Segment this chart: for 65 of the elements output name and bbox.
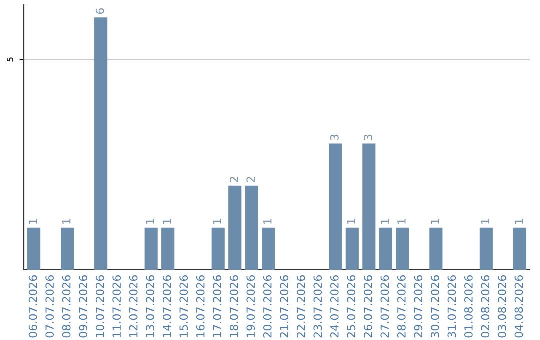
bar <box>430 228 443 270</box>
data-label: 1 <box>62 219 71 224</box>
x-tick-label: 23.07.2026 <box>314 276 322 338</box>
data-label: 1 <box>146 219 154 224</box>
x-tick-label: 29.07.2026 <box>414 276 423 338</box>
data-label: 1 <box>29 219 38 224</box>
x-tick-label: 31.07.2026 <box>448 276 456 338</box>
x-tick-label: 22.07.2026 <box>296 276 306 338</box>
data-label: 1 <box>380 219 389 224</box>
bar <box>480 228 493 270</box>
bar <box>94 18 108 270</box>
x-tick-label: 15.07.2026 <box>180 276 188 338</box>
bar <box>362 144 376 270</box>
x-tick-label: 12.07.2026 <box>129 276 138 338</box>
bar <box>28 228 41 270</box>
x-tick-label: 13.07.2026 <box>146 276 155 338</box>
x-tick-label: 28.07.2026 <box>397 276 406 338</box>
x-tick-label: 26.07.2026 <box>364 276 372 338</box>
x-tick-label: 20.07.2026 <box>263 276 272 338</box>
x-tick-label: 08.07.2026 <box>62 276 71 338</box>
bar <box>262 228 276 270</box>
x-tick-label: 30.07.2026 <box>430 276 440 338</box>
x-tick-label: 04.08.2026 <box>514 276 524 338</box>
x-tick-label: 21.07.2026 <box>280 276 289 338</box>
bar <box>144 228 158 270</box>
bar <box>245 186 258 270</box>
x-tick-label: 03.08.2026 <box>498 276 506 338</box>
data-label: 1 <box>347 219 356 224</box>
bar <box>513 228 526 270</box>
data-label: 3 <box>364 134 372 140</box>
bar <box>162 228 175 270</box>
x-tick-label: 06.07.2026 <box>28 276 38 338</box>
bar <box>61 228 74 270</box>
bar <box>329 144 342 270</box>
x-tick-label: 14.07.2026 <box>162 276 172 338</box>
data-label: 1 <box>514 219 524 224</box>
data-label: 3 <box>330 134 339 140</box>
bar <box>212 228 225 270</box>
data-label: 1 <box>481 219 490 224</box>
data-label: 1 <box>163 219 172 224</box>
x-tick-label: 27.07.2026 <box>380 276 390 338</box>
bar <box>379 228 392 270</box>
y-tick-label: 5 <box>7 58 14 62</box>
data-label: 2 <box>230 177 238 182</box>
x-tick-label: 19.07.2026 <box>246 276 256 338</box>
bar <box>228 186 242 270</box>
bar <box>396 228 410 270</box>
data-label: 2 <box>246 177 255 182</box>
data-label: 1 <box>431 219 440 224</box>
x-tick-label: 16.07.2026 <box>196 276 205 338</box>
x-tick-label: 01.08.2026 <box>464 276 473 338</box>
x-tick-label: 24.07.2026 <box>330 276 339 338</box>
x-tick-label: 07.07.2026 <box>46 276 54 338</box>
data-label: 1 <box>398 219 406 224</box>
bar <box>346 228 359 270</box>
x-tick-label: 11.07.2026 <box>112 276 122 338</box>
x-tick-label: 10.07.2026 <box>96 276 104 338</box>
data-label: 1 <box>264 219 272 224</box>
x-tick-label: 09.07.2026 <box>79 276 88 338</box>
data-label: 1 <box>213 219 222 224</box>
x-tick-label: 02.08.2026 <box>481 276 490 338</box>
x-tick-label: 17.07.2026 <box>213 276 222 338</box>
x-tick-label: 25.07.2026 <box>347 276 356 338</box>
data-label: 6 <box>96 8 104 14</box>
x-tick-label: 18.07.2026 <box>230 276 238 338</box>
